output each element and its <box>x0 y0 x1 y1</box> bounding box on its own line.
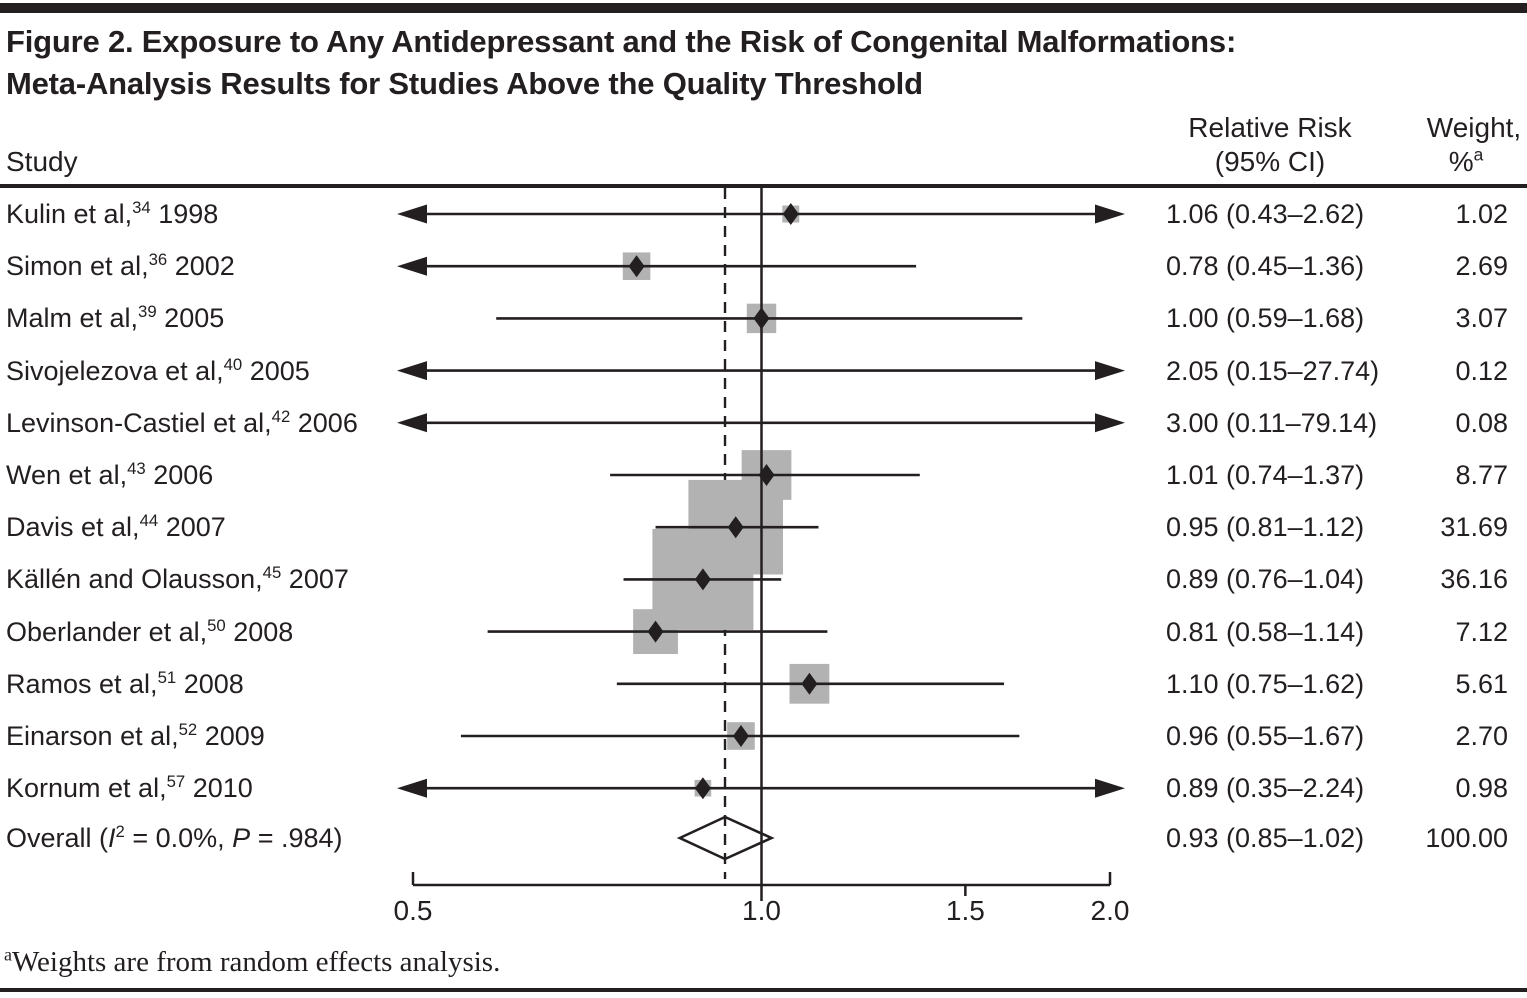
point-estimate-diamond <box>647 620 664 643</box>
point-estimate-diamond <box>628 255 645 278</box>
rr-value: 0.78 (0.45–1.36) <box>1166 251 1365 282</box>
study-label: Kornum et al,57 2010 <box>6 772 253 804</box>
weight-value: 0.08 <box>1455 407 1508 438</box>
rr-value: 0.96 (0.55–1.67) <box>1166 721 1365 751</box>
rr-value: 3.00 (0.11–79.14) <box>1166 407 1378 438</box>
ci-clipped-right-arrow-icon <box>1095 413 1125 433</box>
point-estimate-diamond <box>801 672 818 695</box>
point-estimate-diamond <box>782 203 799 225</box>
weight-value: 8.77 <box>1455 460 1508 490</box>
top-rule <box>0 3 1527 13</box>
weight-value: 1.02 <box>1455 199 1508 229</box>
study-label: Davis et al,44 2007 <box>6 511 226 543</box>
rr-value: 0.95 (0.81–1.12) <box>1166 512 1365 543</box>
x-axis-tick-label: 1.0 <box>742 895 781 926</box>
point-estimate-diamond <box>758 464 775 486</box>
study-label: Sivojelezova et al,40 2005 <box>6 354 310 386</box>
study-label: Ramos et al,51 2008 <box>6 667 244 699</box>
rr-value: 1.10 (0.75–1.62) <box>1166 668 1365 699</box>
column-header-weight-pct: %a <box>1448 144 1484 177</box>
study-label: Einarson et al,52 2009 <box>6 720 265 751</box>
point-estimate-diamond <box>753 307 770 330</box>
column-header-ci: (95% CI) <box>1214 146 1326 177</box>
column-header-study: Study <box>6 146 78 177</box>
figure-title-line2: Meta-Analysis Results for Studies Above … <box>6 66 923 101</box>
rr-value: 1.00 (0.59–1.68) <box>1166 303 1365 334</box>
study-label: Simon et al,36 2002 <box>6 250 235 282</box>
header-rule <box>0 184 1527 188</box>
rr-value: 1.06 (0.43–2.62) <box>1166 199 1365 229</box>
weight-value: 2.69 <box>1455 251 1508 282</box>
point-estimate-diamond <box>694 568 711 591</box>
weight-value: 36.16 <box>1440 564 1508 595</box>
rr-value: 0.89 (0.76–1.04) <box>1166 564 1365 595</box>
x-axis-tick-label: 1.5 <box>945 895 985 926</box>
weight-value: 7.12 <box>1455 616 1508 647</box>
study-label: Oberlander et al,50 2008 <box>6 615 294 647</box>
footnote: aWeights are from random effects analysi… <box>4 944 501 978</box>
weight-value: 0.12 <box>1455 355 1508 386</box>
study-label: Malm et al,39 2005 <box>6 302 225 334</box>
ci-clipped-left-arrow-icon <box>397 361 427 381</box>
study-label: Levinson-Castiel et al,42 2006 <box>6 406 358 438</box>
rr-value: 1.01 (0.74–1.37) <box>1166 460 1365 490</box>
study-label: Källén and Olausson,45 2007 <box>6 563 349 595</box>
weight-value: 3.07 <box>1455 303 1508 334</box>
point-estimate-diamond <box>694 777 711 800</box>
ci-clipped-left-arrow-icon <box>397 778 427 798</box>
rr-value: 0.81 (0.58–1.14) <box>1166 616 1365 647</box>
x-axis-tick-label: 2.0 <box>1090 895 1130 926</box>
overall-diamond <box>676 815 775 861</box>
study-label: Wen et al,43 2006 <box>6 459 214 490</box>
rr-value: 0.93 (0.85–1.02) <box>1166 823 1365 853</box>
weight-value: 0.98 <box>1455 773 1508 804</box>
point-estimate-diamond <box>732 725 749 747</box>
rr-value: 2.05 (0.15–27.74) <box>1166 355 1380 386</box>
column-header-weight: Weight, <box>1426 112 1522 143</box>
column-header-relative-risk: Relative Risk <box>1188 112 1352 143</box>
weight-value: 2.70 <box>1455 721 1508 751</box>
weight-value: 100.00 <box>1425 823 1508 853</box>
point-estimate-diamond <box>727 516 744 539</box>
ci-clipped-right-arrow-icon <box>1095 778 1125 798</box>
weight-value: 31.69 <box>1440 512 1508 543</box>
bottom-rule <box>0 988 1527 992</box>
ci-clipped-left-arrow-icon <box>397 204 427 224</box>
ci-clipped-right-arrow-icon <box>1095 204 1125 224</box>
ci-clipped-left-arrow-icon <box>397 413 427 433</box>
study-label: Kulin et al,34 1998 <box>6 198 219 229</box>
ci-clipped-right-arrow-icon <box>1095 361 1125 381</box>
ci-clipped-left-arrow-icon <box>397 256 427 276</box>
x-axis-tick-label: 0.5 <box>393 895 433 926</box>
rr-value: 0.89 (0.35–2.24) <box>1166 773 1365 804</box>
figure-title-line1: Figure 2. Exposure to Any Antidepressant… <box>6 24 1237 59</box>
overall-label: Overall (I2 = 0.0%, P = .984) <box>6 822 343 853</box>
weight-value: 5.61 <box>1455 668 1508 699</box>
